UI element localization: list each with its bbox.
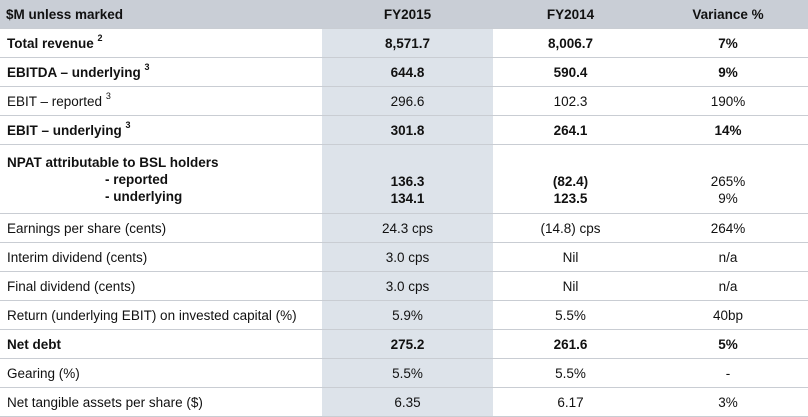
table-header-row: $M unless marked FY2015 FY2014 Variance … [0,0,808,29]
row-label-text: EBIT – underlying [7,122,122,138]
cell-fy2014: 590.4 [493,57,648,87]
cell-fy2015: 3.0 cps [322,271,493,301]
cell-fy2015: 24.3 cps [322,213,493,243]
cell-fy2014: 102.3 [493,86,648,116]
row-label: Final dividend (cents) [0,271,322,301]
cell-fy2015: 136.3 134.1 [322,144,493,214]
npat-label: NPAT attributable to BSL holders [7,154,219,170]
cell-fy2014: (82.4) 123.5 [493,144,648,214]
table-row-total-revenue: Total revenue 2 8,571.7 8,006.7 7% [0,28,808,58]
cell-fy2014: Nil [493,271,648,301]
table-row-ebitda-underlying: EBITDA – underlying 3 644.8 590.4 9% [0,57,808,87]
cell-fy2014: 261.6 [493,329,648,359]
row-label: EBITDA – underlying 3 [0,57,322,87]
footnote-marker: 3 [105,91,111,101]
cell-variance: 40bp [648,300,808,330]
row-label: Return (underlying EBIT) on invested cap… [0,300,322,330]
cell-variance: 14% [648,115,808,145]
row-label: Earnings per share (cents) [0,213,322,243]
table-row-eps: Earnings per share (cents) 24.3 cps (14.… [0,213,808,243]
cell-fy2015: 296.6 [322,86,493,116]
cell-fy2014: 5.5% [493,358,648,388]
cell-variance: 3% [648,387,808,417]
table-row-roic: Return (underlying EBIT) on invested cap… [0,300,808,330]
cell-variance: - [648,358,808,388]
npat-variance-reported: 265% [710,174,746,189]
row-label: Total revenue 2 [0,28,322,58]
cell-fy2015: 3.0 cps [322,242,493,272]
table-row-net-debt: Net debt 275.2 261.6 5% [0,329,808,359]
cell-fy2015: 8,571.7 [322,28,493,58]
cell-fy2014: 6.17 [493,387,648,417]
cell-fy2015: 5.9% [322,300,493,330]
cell-variance: 265% 9% [648,144,808,214]
header-label: $M unless marked [0,0,322,29]
cell-variance: 264% [648,213,808,243]
npat-fy2014-underlying: 123.5 [553,191,588,206]
header-fy2015: FY2015 [322,0,493,29]
row-label: EBIT – underlying 3 [0,115,322,145]
cell-fy2014: 264.1 [493,115,648,145]
cell-variance: 7% [648,28,808,58]
cell-fy2015: 5.5% [322,358,493,388]
row-label: NPAT attributable to BSL holders - repor… [0,144,322,214]
footnote-marker: 2 [97,33,103,43]
cell-variance: 5% [648,329,808,359]
footnote-marker: 3 [144,62,150,72]
header-fy2014: FY2014 [493,0,648,29]
npat-fy2015-reported: 136.3 [390,174,425,189]
cell-variance: n/a [648,271,808,301]
row-label: EBIT – reported 3 [0,86,322,116]
row-label: Gearing (%) [0,358,322,388]
cell-variance: 190% [648,86,808,116]
row-label-text: EBITDA – underlying [7,64,141,80]
table-row-final-dividend: Final dividend (cents) 3.0 cps Nil n/a [0,271,808,301]
row-label-text: EBIT – reported [7,93,103,109]
cell-fy2015: 644.8 [322,57,493,87]
cell-fy2014: 8,006.7 [493,28,648,58]
header-variance: Variance % [648,0,808,29]
cell-fy2014: Nil [493,242,648,272]
cell-fy2014: (14.8) cps [493,213,648,243]
cell-fy2015: 301.8 [322,115,493,145]
cell-variance: 9% [648,57,808,87]
footnote-marker: 3 [125,120,131,130]
table-row-ebit-reported: EBIT – reported 3 296.6 102.3 190% [0,86,808,116]
npat-variance-underlying: 9% [718,191,738,206]
table-row-interim-dividend: Interim dividend (cents) 3.0 cps Nil n/a [0,242,808,272]
table-row-gearing: Gearing (%) 5.5% 5.5% - [0,358,808,388]
row-label: Interim dividend (cents) [0,242,322,272]
table-row-nta-per-share: Net tangible assets per share ($) 6.35 6… [0,387,808,417]
npat-fy2014-reported: (82.4) [552,174,589,189]
cell-fy2015: 275.2 [322,329,493,359]
row-label: Net tangible assets per share ($) [0,387,322,417]
npat-underlying-label: - underlying [105,188,183,204]
npat-fy2015-underlying: 134.1 [390,191,425,206]
table-row-ebit-underlying: EBIT – underlying 3 301.8 264.1 14% [0,115,808,145]
row-label: Net debt [0,329,322,359]
row-label-text: Total revenue [7,35,94,51]
cell-fy2014: 5.5% [493,300,648,330]
cell-variance: n/a [648,242,808,272]
table-row-npat: NPAT attributable to BSL holders - repor… [0,144,808,214]
npat-reported-label: - reported [105,171,169,187]
cell-fy2015: 6.35 [322,387,493,417]
